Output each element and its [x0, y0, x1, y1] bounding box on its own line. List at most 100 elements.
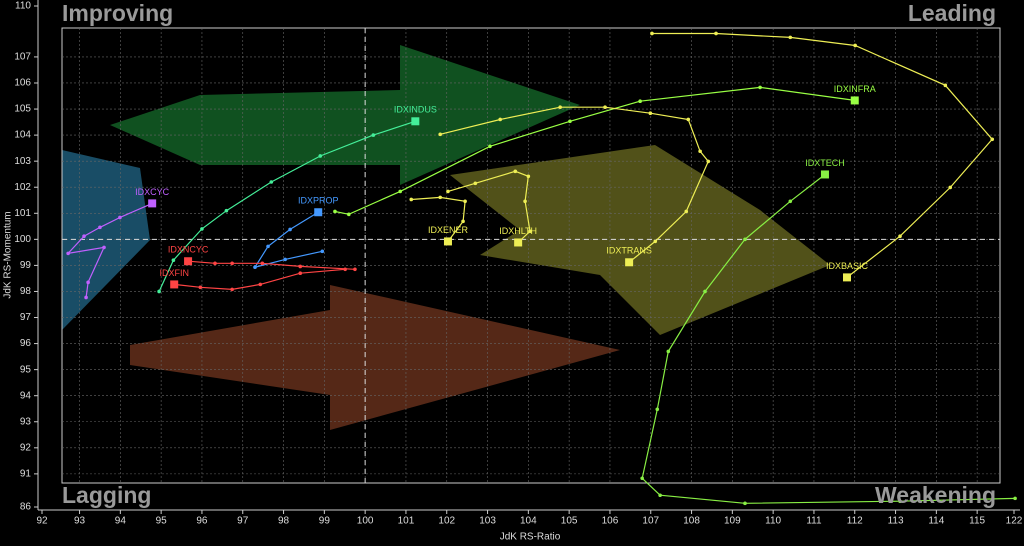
- trail-point: [653, 239, 658, 244]
- x-tick-label: 107: [642, 516, 659, 527]
- trail-point: [157, 289, 161, 294]
- y-tick-label: 99: [20, 260, 32, 271]
- trail-point: [948, 185, 953, 190]
- head-marker: [625, 258, 634, 267]
- trail-point: [260, 261, 265, 266]
- y-tick-label: 103: [14, 156, 31, 167]
- x-tick-label: 102: [438, 516, 455, 527]
- trail-point: [283, 257, 287, 262]
- trail-point: [703, 289, 707, 294]
- trail-point: [523, 199, 527, 204]
- trail-point: [66, 251, 70, 256]
- trail-point: [648, 111, 653, 116]
- head-marker: [820, 170, 829, 179]
- y-outer-tick-label: 110: [15, 1, 31, 12]
- head-marker: [842, 273, 851, 282]
- quadrant-label: Lagging: [62, 482, 151, 508]
- trail-point: [463, 199, 467, 204]
- x-tick-label: 101: [398, 516, 415, 527]
- head-marker: [184, 257, 193, 266]
- trail-point: [84, 295, 88, 300]
- y-tick-label: 94: [20, 390, 32, 401]
- head-marker: [443, 237, 452, 246]
- x-tick-label: 98: [278, 516, 290, 527]
- improving-area: [62, 150, 150, 330]
- trail-point: [898, 499, 902, 504]
- head-marker: [514, 238, 523, 247]
- trail-point: [171, 258, 176, 262]
- head-marker: [411, 117, 420, 126]
- trail: [334, 86, 855, 215]
- y-tick-label: 107: [14, 52, 31, 63]
- x-tick-label: 108: [683, 516, 700, 527]
- lagging-arrow: [130, 285, 620, 430]
- x-tick-label: 94: [115, 516, 127, 527]
- x-tick-label: 104: [520, 516, 537, 527]
- x-tick-label: 96: [196, 516, 208, 527]
- x-tick-label: 95: [156, 516, 168, 527]
- trail-point: [743, 501, 747, 506]
- y-tick-label: 91: [20, 469, 32, 480]
- trail: [253, 211, 323, 269]
- trail-point: [488, 144, 492, 149]
- trail-point: [758, 85, 762, 90]
- trail-point: [86, 280, 90, 285]
- series-label: IDXTRANS: [606, 246, 652, 256]
- trail-point: [513, 169, 518, 174]
- trail-point: [409, 197, 414, 202]
- trail-point: [666, 349, 671, 354]
- trail-point: [347, 212, 351, 217]
- head-marker: [850, 96, 859, 105]
- x-tick-label: 109: [724, 516, 741, 527]
- trail-point: [320, 249, 325, 254]
- x-tick-label: 100: [357, 516, 374, 527]
- series-label: IDXINFRA: [834, 84, 876, 94]
- trail-point: [603, 105, 607, 110]
- trail-point: [98, 225, 102, 230]
- y-tick-label: 100: [14, 234, 31, 245]
- weakening-arrow: [450, 145, 830, 335]
- x-tick-label: 113: [888, 516, 904, 527]
- trail-point: [714, 31, 718, 36]
- trail-point: [706, 159, 711, 164]
- grid: [34, 5, 1015, 514]
- y-tick-label: 97: [20, 312, 32, 323]
- trail-point: [224, 208, 229, 213]
- trail-point: [353, 267, 357, 272]
- series-label: IDXINDUS: [394, 105, 437, 115]
- x-tick-label: 114: [928, 516, 944, 527]
- trail-point: [658, 493, 662, 498]
- series-label: IDXTECH: [805, 158, 845, 168]
- series-label: IDXENER: [428, 225, 469, 235]
- y-tick-label: 106: [14, 78, 31, 89]
- y-tick-label: 102: [14, 182, 31, 193]
- trail-point: [650, 31, 654, 36]
- y-tick-label: 92: [20, 442, 32, 453]
- trail-point: [684, 209, 689, 214]
- x-tick-label: 110: [765, 516, 781, 527]
- x-tick-label: 105: [561, 516, 578, 527]
- trail-point: [213, 261, 217, 266]
- trail-point: [743, 237, 747, 242]
- head-marker: [148, 199, 157, 208]
- y-tick-label: 101: [14, 208, 31, 219]
- trail-point: [298, 271, 303, 276]
- trail-point: [298, 264, 303, 269]
- series-group: IDXCYC IDXINDUS IDXINFRA IDXTECH IDXBASIC IDX…: [66, 31, 1017, 506]
- trail-point: [200, 227, 204, 231]
- trail-point: [198, 285, 203, 290]
- x-tick-label: 106: [602, 516, 619, 527]
- trail-point: [788, 199, 793, 204]
- trail-point: [853, 43, 857, 48]
- trail-point: [528, 229, 532, 234]
- x-tick-label: 111: [806, 516, 822, 527]
- trail-point: [943, 83, 948, 88]
- trail-point: [446, 189, 450, 194]
- trail-point: [655, 407, 660, 412]
- x-tick-label: 112: [847, 516, 863, 527]
- trail-point: [568, 119, 572, 124]
- y-axis-title: JdK RS-Momentum: [3, 211, 14, 298]
- trail-point: [638, 99, 642, 104]
- series-label: IDXNCYC: [168, 245, 209, 255]
